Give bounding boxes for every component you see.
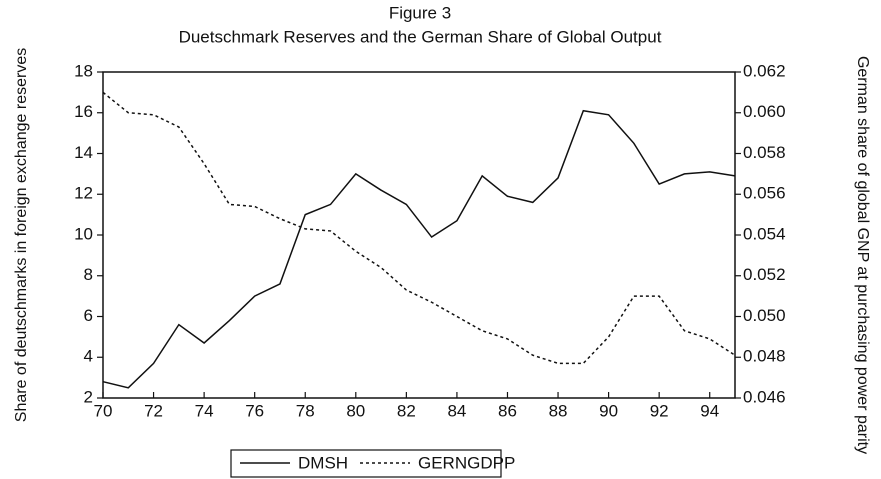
- x-tick-label: 92: [650, 401, 669, 420]
- y2-tick-label: 0.054: [743, 224, 786, 243]
- y2-tick-label: 0.050: [743, 306, 786, 325]
- y-tick-label: 10: [74, 224, 93, 243]
- x-tick-label: 72: [144, 401, 163, 420]
- x-tick-label: 74: [195, 401, 214, 420]
- x-tick-label: 76: [245, 401, 264, 420]
- legend-box: [230, 449, 502, 478]
- x-tick-label: 84: [447, 401, 466, 420]
- y2-tick-label: 0.046: [743, 387, 786, 406]
- legend-label: DMSH: [298, 453, 348, 472]
- x-tick-label: 82: [397, 401, 416, 420]
- y-tick-label: 16: [74, 102, 93, 121]
- x-tick-label: 88: [549, 401, 568, 420]
- legend-label: GERNGDPP: [418, 453, 515, 472]
- y-axis-label: Share of deutschmarks in foreign exchang…: [13, 48, 30, 422]
- x-tick-label: 70: [94, 401, 113, 420]
- y-tick-label: 14: [74, 143, 93, 162]
- plot-frame: [102, 71, 736, 399]
- y-tick-label: 6: [84, 306, 93, 325]
- y2-tick-label: 0.052: [743, 265, 786, 284]
- series-line: [102, 91, 736, 365]
- chart-subtitle: Duetschmark Reserves and the German Shar…: [179, 27, 662, 46]
- x-tick-label: 90: [599, 401, 618, 420]
- y-tick-label: 8: [84, 265, 93, 284]
- y-tick-label: 18: [74, 61, 93, 80]
- y-tick-label: 2: [84, 387, 93, 406]
- x-tick-label: 80: [346, 401, 365, 420]
- y-tick-label: 12: [74, 184, 93, 203]
- series-line: [102, 109, 736, 389]
- y2-tick-label: 0.060: [743, 102, 786, 121]
- x-tick-label: 78: [296, 401, 315, 420]
- x-tick-label: 94: [700, 401, 719, 420]
- y2-tick-label: 0.058: [743, 143, 786, 162]
- y2-axis-label: German share of global GNP at purchasing…: [854, 56, 871, 454]
- y2-tick-label: 0.056: [743, 184, 786, 203]
- y-tick-label: 4: [84, 347, 93, 366]
- y2-tick-label: 0.062: [743, 61, 786, 80]
- x-tick-label: 86: [498, 401, 517, 420]
- y2-tick-label: 0.048: [743, 347, 786, 366]
- chart-title: Figure 3: [389, 3, 451, 22]
